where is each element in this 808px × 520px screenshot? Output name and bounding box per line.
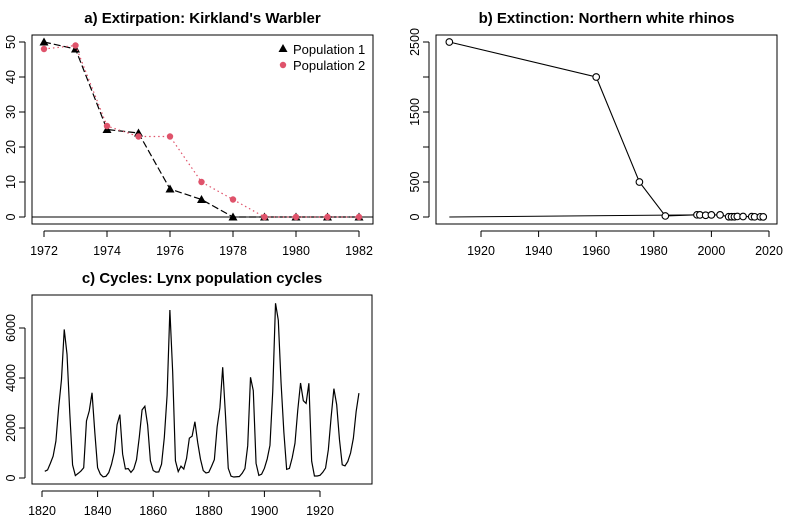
data-point-circle xyxy=(229,196,237,203)
y-tick-label: 40 xyxy=(4,70,18,84)
plot-frame xyxy=(31,294,373,485)
data-point-circle xyxy=(355,213,363,221)
y-tick-label: 2000 xyxy=(4,414,18,442)
data-point-circle xyxy=(292,213,300,221)
y-tick-label: 0 xyxy=(4,213,18,220)
data-point-circle xyxy=(135,133,142,140)
y-tick-label: 20 xyxy=(4,140,18,154)
x-tick-label: 1980 xyxy=(282,244,310,258)
x-tick-label: 1880 xyxy=(195,504,223,518)
legend-label: Population 1 xyxy=(293,42,365,57)
data-point-circle xyxy=(166,133,174,140)
chart-title: a) Extirpation: Kirkland's Warbler xyxy=(84,10,321,27)
series-line xyxy=(449,41,764,218)
data-point-circle xyxy=(324,213,331,221)
legend-marker-triangle xyxy=(278,44,288,52)
x-tick-label: 1920 xyxy=(467,244,495,258)
x-tick-label: 1976 xyxy=(156,244,184,258)
y-tick-label: 10 xyxy=(4,175,18,189)
data-point-circle xyxy=(739,212,747,221)
data-point-circle xyxy=(635,178,644,186)
y-tick-label: 50 xyxy=(4,35,18,49)
x-tick-label: 2000 xyxy=(697,244,725,258)
x-tick-label: 1974 xyxy=(93,244,121,258)
x-tick-label: 1978 xyxy=(219,244,247,258)
x-tick-label: 1840 xyxy=(84,504,112,518)
data-point-circle xyxy=(261,213,268,221)
x-tick-label: 1960 xyxy=(582,244,610,258)
x-tick-label: 2020 xyxy=(755,244,783,258)
data-point-triangle xyxy=(228,212,238,221)
x-tick-label: 1972 xyxy=(30,244,58,258)
data-point-circle xyxy=(661,212,670,220)
data-point-circle xyxy=(759,213,768,221)
data-point-circle xyxy=(716,211,724,219)
y-tick-label: 30 xyxy=(4,105,18,119)
data-point-circle xyxy=(592,73,601,81)
data-point-circle xyxy=(198,178,205,186)
chart-title: c) Cycles: Lynx population cycles xyxy=(82,270,322,287)
x-tick-label: 1982 xyxy=(345,244,373,258)
plot-frame xyxy=(31,34,374,225)
baseline-segment xyxy=(449,214,698,218)
y-tick-label: 4000 xyxy=(4,364,18,392)
data-point-circle xyxy=(72,42,79,49)
data-point-circle xyxy=(707,211,716,219)
y-tick-label: 500 xyxy=(408,172,422,193)
y-tick-label: 2500 xyxy=(408,28,422,56)
x-tick-label: 1820 xyxy=(28,504,56,518)
legend-label: Population 2 xyxy=(293,58,365,73)
data-point-triangle xyxy=(197,195,206,203)
data-point-circle xyxy=(103,122,111,130)
y-tick-label: 6000 xyxy=(4,314,18,342)
data-point-circle xyxy=(445,38,454,46)
chart-title: b) Extinction: Northern white rhinos xyxy=(479,10,735,27)
x-tick-label: 1940 xyxy=(525,244,553,258)
plot-frame xyxy=(435,34,778,225)
x-tick-label: 1920 xyxy=(306,504,334,518)
legend-marker-circle xyxy=(279,61,287,69)
y-tick-label: 0 xyxy=(4,474,18,481)
y-tick-label: 1500 xyxy=(408,98,422,126)
x-tick-label: 1900 xyxy=(250,504,278,518)
data-point-circle xyxy=(40,45,48,53)
series-line-2 xyxy=(43,44,359,218)
data-point-triangle xyxy=(39,37,49,46)
data-point-triangle xyxy=(165,184,175,193)
y-tick-label: 0 xyxy=(408,213,422,220)
x-tick-label: 1860 xyxy=(139,504,167,518)
series-line xyxy=(44,303,360,478)
x-tick-label: 1980 xyxy=(640,244,668,258)
